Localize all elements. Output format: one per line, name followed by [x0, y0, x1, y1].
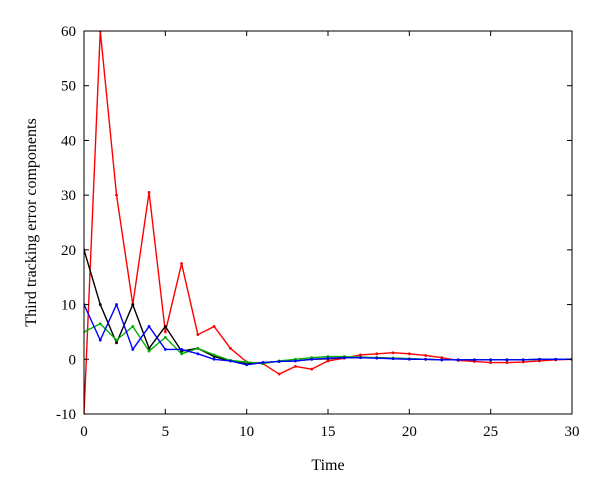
series-4-point — [163, 348, 167, 351]
series-4-point — [521, 358, 525, 362]
series-3-point — [180, 352, 184, 356]
series-1-point — [521, 360, 525, 364]
series-4-point — [359, 356, 362, 360]
x-axis-label: Time — [311, 457, 344, 474]
series-4-point — [115, 303, 118, 306]
series-4-point — [342, 356, 346, 360]
series-4-point — [424, 357, 427, 361]
series-4-point — [98, 338, 102, 342]
x-tick-label: 0 — [80, 424, 88, 440]
series-group — [84, 31, 572, 414]
x-tick-label: 20 — [402, 424, 417, 440]
y-tick-label: 60 — [61, 24, 76, 40]
series-4-point — [489, 358, 493, 362]
y-tick-label: 30 — [61, 188, 76, 204]
series-4-point — [391, 357, 395, 361]
series-4-point — [131, 348, 135, 351]
series-1-point — [115, 193, 118, 197]
series-3-point — [131, 325, 135, 328]
series-3-point — [98, 322, 102, 326]
series-2-point — [163, 325, 167, 328]
series-4-point — [473, 358, 476, 362]
series-1-point — [424, 354, 427, 357]
x-tick-label: 25 — [483, 424, 498, 440]
series-1-point — [359, 353, 362, 357]
series-4-point — [538, 357, 541, 361]
series-4-point — [375, 356, 379, 360]
series-2-point — [131, 303, 135, 306]
series-4-point — [505, 358, 509, 362]
y-tick-label: -10 — [56, 407, 76, 423]
y-tick-label: 0 — [69, 352, 77, 368]
series-1-point — [489, 361, 493, 364]
x-tick-label: 10 — [239, 424, 254, 440]
series-1-point — [375, 352, 379, 356]
series-2-point — [98, 303, 102, 306]
series-4-point — [245, 363, 249, 367]
y-tick-label: 10 — [61, 298, 76, 314]
y-axis-label: Third tracking error components — [23, 118, 40, 326]
series-1-point — [294, 364, 297, 368]
series-4-point — [277, 360, 281, 363]
series-1-point — [440, 356, 444, 360]
series-1-point — [310, 367, 314, 371]
x-tick-label: 15 — [321, 424, 336, 440]
series-1-point — [180, 262, 184, 265]
y-tick-label: 50 — [61, 79, 76, 95]
series-4-point — [261, 361, 265, 364]
series-1-point — [391, 351, 395, 355]
series-4-point — [440, 358, 444, 362]
series-3-point — [163, 336, 167, 339]
series-3-point — [196, 346, 200, 350]
series-1-point — [196, 333, 200, 337]
series-1-point — [505, 361, 509, 364]
series-4-point — [310, 357, 314, 361]
x-tick-label: 30 — [565, 424, 580, 440]
series-4-point — [180, 348, 184, 351]
y-tick-label: 20 — [61, 243, 76, 259]
y-tick-label: 40 — [61, 133, 76, 149]
series-1-point — [163, 330, 167, 334]
series-1-point — [229, 346, 232, 350]
series-3-point — [212, 353, 216, 357]
series-4-point — [147, 325, 151, 328]
series-1-point — [326, 359, 330, 363]
series-1-point — [407, 352, 411, 356]
series-3-point — [245, 360, 249, 364]
series-1-point — [212, 325, 216, 328]
plot-area — [84, 31, 572, 414]
series-2-point — [115, 341, 118, 345]
series-4-point — [196, 352, 200, 356]
series-1-point — [147, 191, 151, 194]
series-4-point — [294, 359, 297, 363]
series-1-point — [277, 372, 281, 376]
x-tick-label: 5 — [162, 424, 170, 440]
series-4-point — [326, 356, 330, 360]
series-4-point — [456, 358, 460, 362]
series-4-point — [554, 357, 558, 361]
series-3-point — [115, 338, 118, 342]
series-4-point — [229, 359, 232, 363]
series-3-point — [147, 349, 151, 353]
series-4-point — [407, 357, 411, 361]
series-4-point — [212, 357, 216, 361]
